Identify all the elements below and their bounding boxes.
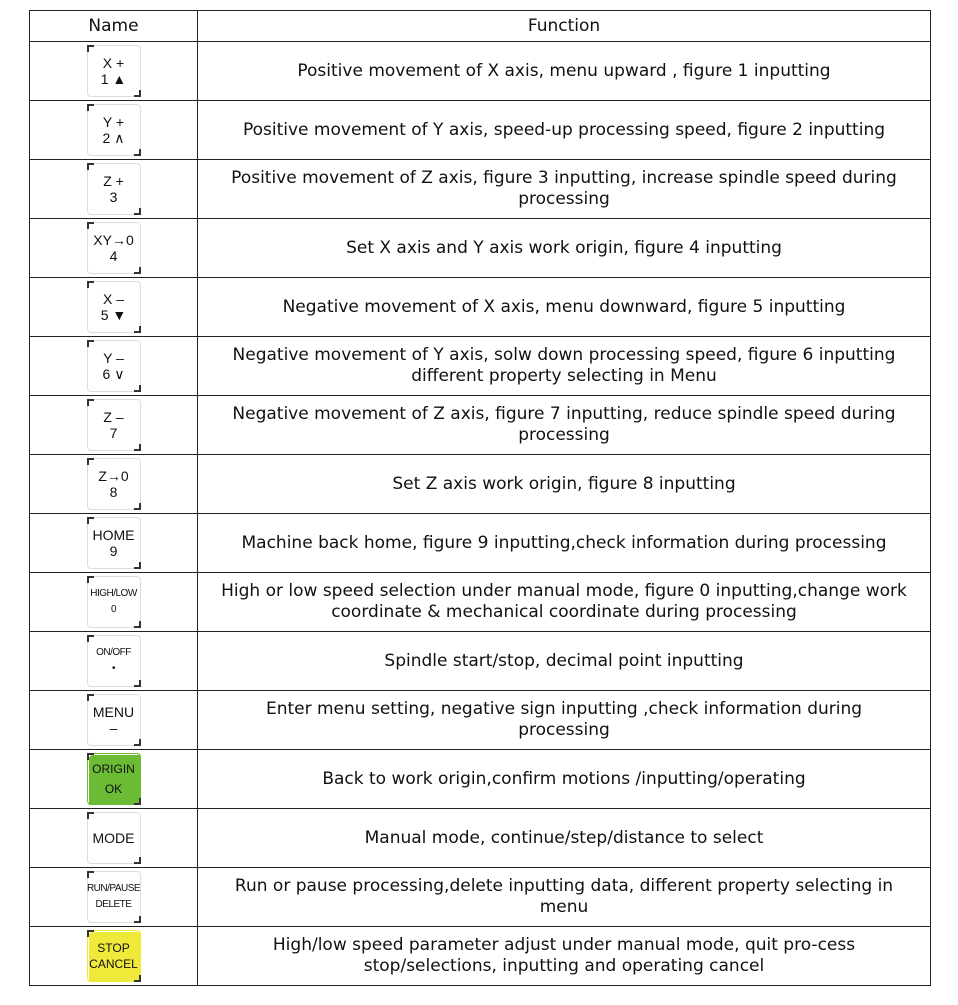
- name-cell: HOME 9: [29, 513, 198, 573]
- function-cell: Set X axis and Y axis work origin, figur…: [197, 218, 931, 278]
- table-row: Y +2 ∧ Positive movement of Y axis, speed…: [29, 100, 931, 160]
- function-cell: Positive movement of Z axis, figure 3 in…: [197, 159, 931, 219]
- key-label-line: 6 ∨: [102, 366, 125, 382]
- key-button: Z→0 8: [86, 458, 141, 510]
- table-row: X –5 ▼ Negative movement of X axis, menu …: [29, 277, 931, 337]
- key-label-line: MENU: [92, 704, 135, 720]
- function-cell: Spindle start/stop, decimal point inputt…: [197, 631, 931, 691]
- key-button: MODE: [86, 812, 141, 864]
- function-cell: Negative movement of Z axis, figure 7 in…: [197, 395, 931, 455]
- function-cell: Back to work origin,confirm motions /inp…: [197, 749, 931, 809]
- key-label-line: 3: [109, 189, 118, 205]
- name-cell: Y +2 ∧: [29, 100, 198, 160]
- name-cell: ORIGIN OK: [29, 749, 198, 809]
- key-label-line: HIGH/LOW: [90, 588, 137, 599]
- key-label-line: 4: [109, 248, 118, 264]
- table-row: X +1 ▲ Positive movement of X axis, menu …: [29, 41, 931, 101]
- key-label-line: Y +: [102, 114, 125, 130]
- function-cell: Manual mode, continue/step/distance to s…: [197, 808, 931, 868]
- function-cell: Positive movement of Y axis, speed-up pr…: [197, 100, 931, 160]
- name-cell: Y –6 ∨: [29, 336, 198, 396]
- key-button: Z –7: [86, 399, 141, 451]
- name-cell: Z→0 8: [29, 454, 198, 514]
- key-label-line: X –: [102, 291, 124, 307]
- key-label-line: X +: [102, 55, 125, 71]
- key-function-table: Name Function X +1 ▲ Positive movement of…: [29, 10, 931, 986]
- function-cell: Positive movement of X axis, menu upward…: [197, 41, 931, 101]
- table-row: Z +3 Positive movement of Z axis, figure …: [29, 159, 931, 219]
- name-cell: MODE: [29, 808, 198, 868]
- key-label-line: Z +: [103, 173, 124, 189]
- key-button: RUN/PAUSE DELETE: [86, 871, 141, 923]
- key-label-line: RUN/PAUSE: [86, 883, 141, 894]
- key-label-line: Z→0: [98, 468, 129, 484]
- key-label-line: –: [109, 720, 118, 736]
- function-cell: High or low speed selection under manual…: [197, 572, 931, 632]
- key-button: HOME 9: [86, 517, 141, 569]
- key-label-line: Y –: [103, 350, 124, 366]
- function-header: Function: [197, 10, 931, 42]
- table-row: HIGH/LOW 0 High or low speed selection und…: [29, 572, 931, 632]
- name-cell: X –5 ▼: [29, 277, 198, 337]
- function-cell: Machine back home, figure 9 inputting,ch…: [197, 513, 931, 573]
- function-cell: Set Z axis work origin, figure 8 inputti…: [197, 454, 931, 514]
- table-row: Y –6 ∨ Negative movement of Y axis, solw …: [29, 336, 931, 396]
- function-cell: Enter menu setting, negative sign inputt…: [197, 690, 931, 750]
- key-button: MENU –: [86, 694, 141, 746]
- table-row: MENU – Enter menu setting, negative sign i…: [29, 690, 931, 750]
- key-button: STOP CANCEL: [86, 930, 141, 982]
- table-row: ORIGIN OK Back to work origin,confirm moti…: [29, 749, 931, 809]
- key-label-line: 7: [109, 425, 118, 441]
- name-cell: X +1 ▲: [29, 41, 198, 101]
- name-header: Name: [29, 10, 198, 42]
- name-cell: MENU –: [29, 690, 198, 750]
- key-button: X –5 ▼: [86, 281, 141, 333]
- key-label-line: •: [111, 663, 116, 674]
- key-label-line: ON/OFF: [96, 647, 131, 658]
- name-cell: RUN/PAUSE DELETE: [29, 867, 198, 927]
- key-label-line: Z –: [103, 409, 124, 425]
- name-cell: Z –7: [29, 395, 198, 455]
- key-label-line: 0: [110, 604, 117, 615]
- function-cell: Negative movement of X axis, menu downwa…: [197, 277, 931, 337]
- key-button: HIGH/LOW 0: [86, 576, 141, 628]
- key-label-line: 9: [109, 543, 118, 559]
- key-label-line: OK: [104, 782, 123, 796]
- key-button: X +1 ▲: [86, 45, 141, 97]
- key-label-line: CANCEL: [89, 957, 138, 971]
- function-cell: Negative movement of Y axis, solw down p…: [197, 336, 931, 396]
- function-cell: Run or pause processing,delete inputting…: [197, 867, 931, 927]
- key-label-line: 2 ∧: [102, 130, 125, 146]
- key-button: Z +3: [86, 163, 141, 215]
- key-label-line: ORIGIN: [92, 762, 135, 776]
- key-label-line: DELETE: [95, 899, 132, 910]
- table-row: Z –7 Negative movement of Z axis, figure …: [29, 395, 931, 455]
- header-row: Name Function: [29, 10, 931, 42]
- key-button: Y +2 ∧: [86, 104, 141, 156]
- table-row: XY→0 4 Set X axis and Y axis work origin, …: [29, 218, 931, 278]
- key-label-line: MODE: [92, 830, 135, 846]
- key-label-line: STOP: [97, 941, 130, 955]
- table-row: RUN/PAUSE DELETE Run or pause processing,d…: [29, 867, 931, 927]
- key-label-line: HOME: [92, 527, 135, 543]
- key-button: ON/OFF •: [86, 635, 141, 687]
- table-row: Z→0 8 Set Z axis work origin, figure 8 inp…: [29, 454, 931, 514]
- key-button: XY→0 4: [86, 222, 141, 274]
- table-row: MODE Manual mode, continue/step/distance …: [29, 808, 931, 868]
- key-label-line: XY→0: [93, 232, 134, 248]
- table-row: ON/OFF • Spindle start/stop, decimal point…: [29, 631, 931, 691]
- name-cell: ON/OFF •: [29, 631, 198, 691]
- table-row: HOME 9 Machine back home, figure 9 inputti…: [29, 513, 931, 573]
- table-row: STOP CANCEL High/low speed parameter adjus…: [29, 926, 931, 986]
- key-button: ORIGIN OK: [86, 753, 141, 805]
- name-cell: STOP CANCEL: [29, 926, 198, 986]
- name-cell: XY→0 4: [29, 218, 198, 278]
- name-cell: HIGH/LOW 0: [29, 572, 198, 632]
- key-label-line: 1 ▲: [100, 71, 127, 87]
- key-label-line: 8: [109, 484, 118, 500]
- function-cell: High/low speed parameter adjust under ma…: [197, 926, 931, 986]
- name-cell: Z +3: [29, 159, 198, 219]
- key-label-line: 5 ▼: [100, 307, 127, 323]
- key-button: Y –6 ∨: [86, 340, 141, 392]
